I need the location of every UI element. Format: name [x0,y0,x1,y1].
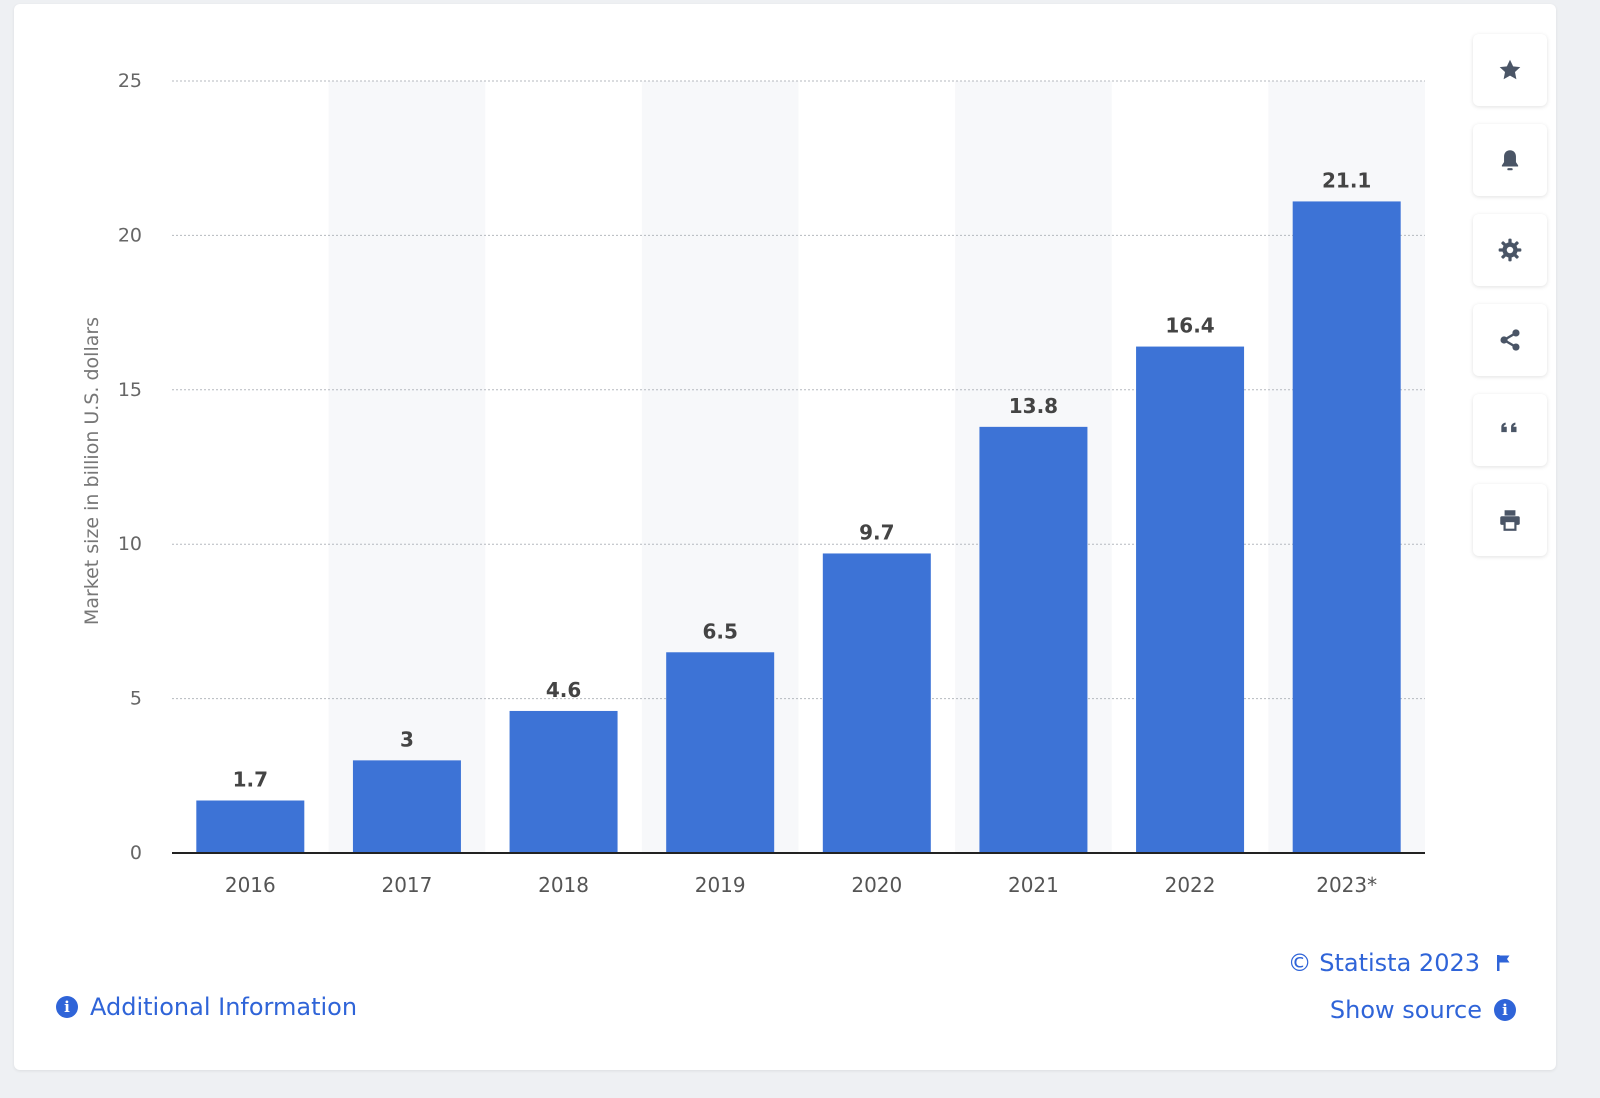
show-source-link[interactable]: Show source i [1330,996,1516,1024]
additional-info-label: Additional Information [90,993,358,1021]
notification-button[interactable] [1473,124,1547,196]
chart-toolbar [1473,34,1547,574]
y-tick-label: 10 [118,533,142,555]
bell-icon [1501,150,1519,171]
bar-value-label: 3 [400,727,414,751]
y-tick-label: 15 [118,379,142,401]
y-tick-label: 5 [130,688,142,710]
bar-value-label: 1.7 [233,768,268,792]
bar[interactable] [822,553,931,853]
x-tick-label: 2017 [381,873,432,897]
x-tick-label: 2022 [1165,873,1216,897]
print-icon [1500,510,1520,531]
bar-value-label: 6.5 [702,619,737,643]
y-tick-label: 25 [118,70,142,92]
bar[interactable] [196,800,305,853]
bar-chart: 1.7 3 4.6 6.5 9.7 13.8 16.4 21.1 2016 2017 2018 20… [81,70,1425,897]
bar[interactable] [979,426,1088,853]
x-tick-label: 2021 [1008,873,1059,897]
x-tick-label: 2023* [1316,873,1377,897]
bar[interactable] [509,710,618,853]
bar[interactable] [1136,346,1245,853]
x-tick-label: 2019 [695,873,746,897]
x-tick-label: 2016 [225,873,276,897]
bar-value-label: 9.7 [859,520,894,544]
chart-card: 1.7 3 4.6 6.5 9.7 13.8 16.4 21.1 2016 2017 2018 20… [14,4,1556,1070]
bar[interactable] [352,760,461,853]
source-info-icon: i [1494,999,1516,1021]
gear-icon [1498,238,1522,262]
flag-icon [1497,955,1510,971]
info-icon: i [56,996,78,1018]
copyright-link[interactable]: © Statista 2023 [1288,949,1512,977]
share-button[interactable] [1473,304,1547,376]
share-icon [1500,329,1520,351]
bar[interactable] [1292,201,1401,853]
bar-value-label: 16.4 [1165,314,1214,338]
column-band [328,81,486,853]
print-button[interactable] [1473,484,1547,556]
bar-value-label: 13.8 [1009,394,1058,418]
settings-button[interactable] [1473,214,1547,286]
star-icon [1499,59,1521,80]
cite-button[interactable] [1473,394,1547,466]
favorite-button[interactable] [1473,34,1547,106]
bar-value-label: 21.1 [1322,168,1371,192]
x-tick-label: 2018 [538,873,589,897]
bar-value-label: 4.6 [546,678,581,702]
y-axis-label: Market size in billion U.S. dollars [81,317,103,625]
copyright-label: © Statista 2023 [1287,949,1480,977]
y-tick-label: 20 [118,224,142,246]
show-source-label: Show source [1329,996,1482,1024]
y-tick-label: 0 [130,842,142,864]
x-tick-label: 2020 [851,873,902,897]
bar[interactable] [666,652,775,853]
quote-icon [1501,422,1517,433]
additional-info-link[interactable]: i Additional Information [56,993,357,1021]
